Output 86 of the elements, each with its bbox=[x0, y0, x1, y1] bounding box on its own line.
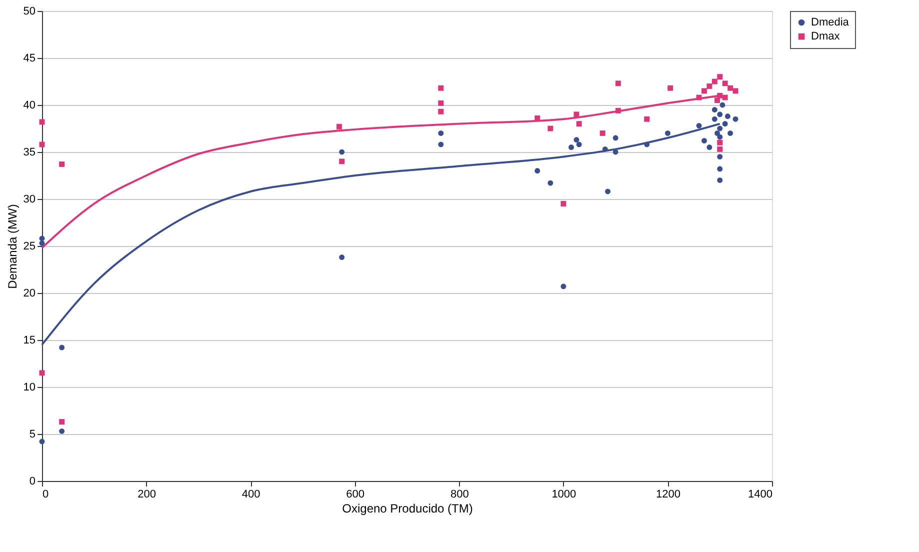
point bbox=[336, 124, 342, 130]
point bbox=[722, 121, 728, 127]
point bbox=[722, 80, 728, 86]
y-tick-label: 35 bbox=[23, 146, 36, 158]
point bbox=[612, 135, 618, 141]
y-tick-label: 50 bbox=[23, 6, 36, 18]
point bbox=[576, 121, 582, 127]
point bbox=[717, 74, 723, 80]
point bbox=[548, 126, 554, 132]
y-tick-label: 45 bbox=[23, 52, 36, 64]
point bbox=[714, 130, 720, 136]
point bbox=[706, 144, 712, 150]
x-tick-label: 200 bbox=[138, 488, 156, 500]
x-tick-label: 1400 bbox=[748, 488, 772, 500]
point bbox=[724, 114, 730, 120]
point bbox=[39, 119, 45, 125]
x-tick-label: 1200 bbox=[656, 488, 680, 500]
y-tick-label: 0 bbox=[29, 476, 36, 488]
point bbox=[339, 254, 345, 260]
point bbox=[714, 98, 720, 104]
point bbox=[728, 130, 734, 136]
y-tick-label: 10 bbox=[23, 382, 36, 394]
y-tick-label: 25 bbox=[23, 240, 36, 252]
point bbox=[668, 85, 674, 91]
point bbox=[732, 116, 738, 122]
point bbox=[644, 116, 650, 122]
point bbox=[438, 100, 444, 106]
point bbox=[717, 177, 723, 183]
point bbox=[39, 240, 45, 246]
point bbox=[712, 106, 718, 112]
y-tick-label: 15 bbox=[23, 334, 36, 346]
point bbox=[712, 116, 718, 122]
point bbox=[438, 130, 444, 136]
point bbox=[59, 419, 65, 425]
point bbox=[39, 142, 45, 148]
point bbox=[701, 88, 707, 94]
point bbox=[717, 166, 723, 172]
point bbox=[664, 130, 670, 136]
point bbox=[717, 146, 723, 152]
y-axis-title: Demanda (MW) bbox=[5, 204, 20, 289]
point bbox=[574, 137, 580, 143]
point bbox=[717, 126, 723, 132]
point bbox=[717, 112, 723, 118]
point bbox=[600, 130, 606, 136]
point bbox=[722, 94, 728, 100]
point bbox=[712, 78, 718, 84]
point bbox=[438, 85, 444, 91]
point bbox=[615, 80, 621, 86]
point bbox=[339, 158, 345, 164]
point bbox=[717, 140, 723, 146]
legend-label: Dmedia bbox=[811, 16, 850, 28]
x-tick-label: 400 bbox=[242, 488, 260, 500]
point bbox=[438, 142, 444, 148]
point bbox=[560, 284, 566, 290]
y-tick-label: 30 bbox=[23, 194, 36, 206]
point bbox=[720, 102, 726, 108]
x-tick-label: 600 bbox=[346, 488, 365, 500]
point bbox=[728, 85, 734, 91]
point bbox=[560, 200, 566, 206]
point bbox=[59, 428, 65, 434]
point bbox=[59, 161, 65, 167]
point bbox=[576, 142, 582, 148]
x-tick-label: 0 bbox=[42, 488, 49, 500]
point bbox=[696, 122, 702, 128]
point bbox=[59, 344, 65, 350]
point bbox=[701, 138, 707, 144]
point bbox=[39, 438, 45, 444]
point bbox=[438, 108, 444, 114]
point bbox=[534, 168, 540, 174]
x-axis-title: Oxigeno Producido (TM) bbox=[342, 502, 473, 516]
legend-label: Dmax bbox=[811, 30, 840, 42]
point bbox=[548, 180, 554, 186]
y-tick-label: 40 bbox=[23, 100, 36, 112]
point bbox=[706, 83, 712, 89]
point bbox=[568, 144, 574, 150]
x-tick-label: 1000 bbox=[552, 488, 576, 500]
point bbox=[717, 154, 723, 160]
line-series bbox=[41, 122, 721, 346]
point bbox=[339, 149, 345, 155]
y-tick-label: 20 bbox=[23, 288, 36, 300]
point bbox=[574, 112, 580, 118]
point bbox=[39, 370, 45, 376]
point bbox=[605, 188, 610, 194]
x-tick-label: 800 bbox=[450, 488, 469, 500]
point bbox=[732, 88, 738, 94]
y-tick-label: 5 bbox=[29, 428, 36, 440]
